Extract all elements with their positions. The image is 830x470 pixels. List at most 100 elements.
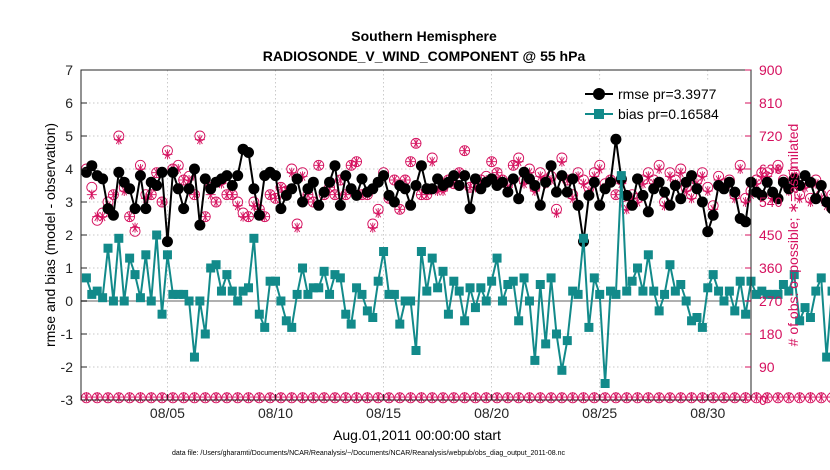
bias-point: [400, 296, 410, 306]
rmse-point: [496, 176, 508, 188]
obs-assimilated-point: [643, 171, 654, 182]
y-axis-label: rmse and bias (model - observation): [42, 123, 58, 347]
bias-point: [530, 355, 540, 365]
bias-point: [244, 283, 253, 293]
bias-point: [822, 352, 830, 362]
bias-point: [600, 379, 610, 388]
obs-assimilated-point: [200, 211, 211, 222]
rmse-point: [588, 176, 600, 188]
rmse-point: [696, 196, 708, 208]
rmse-point: [124, 183, 136, 195]
bias-point: [222, 270, 232, 280]
rmse-point: [756, 189, 768, 201]
bias-point: [184, 296, 194, 306]
rmse-point: [172, 183, 184, 195]
rmse-point: [642, 206, 654, 218]
rmse-point: [469, 173, 481, 185]
rmse-point: [113, 166, 125, 178]
bias-point: [211, 260, 221, 270]
bias-point: [654, 306, 664, 316]
rmse-point: [318, 186, 330, 198]
bias-point: [692, 313, 702, 322]
obs-bottom-assimilated: [827, 392, 830, 402]
rmse-point: [97, 173, 109, 185]
rmse-point: [561, 186, 573, 198]
bias-point: [314, 283, 324, 293]
bias-point: [805, 313, 815, 322]
y2-tick-label: 450: [759, 227, 783, 243]
obs-assimilated-point: [610, 189, 621, 200]
bias-point: [157, 309, 167, 319]
rmse-point: [324, 176, 336, 188]
axes: -3 -2 -1 0 1 2 3 4 5 6 7 0 90 180 270 360 450 540 630 720 81…: [61, 62, 783, 421]
obs-assimilated-point: [97, 211, 108, 222]
rmse-point: [691, 183, 703, 195]
rmse-point: [664, 199, 676, 211]
bias-point: [724, 286, 734, 296]
bias-point: [595, 289, 605, 299]
bias-point: [287, 322, 297, 332]
y2-tick-label: 270: [759, 293, 783, 309]
bias-point: [719, 296, 729, 306]
bias-point: [579, 233, 588, 243]
y2-tick-label: 900: [759, 62, 783, 78]
bias-point: [546, 273, 556, 283]
bias-point: [524, 296, 534, 306]
rmse-point: [426, 183, 438, 195]
bias-point: [335, 273, 345, 283]
rmse-point: [707, 209, 719, 221]
bias-point: [152, 230, 162, 240]
bias-point: [589, 273, 599, 283]
obs-assimilated-point: [551, 208, 562, 218]
rmse-point: [356, 173, 368, 185]
rmse-point: [740, 216, 752, 228]
obs-bottom-assimilated: [794, 392, 805, 403]
bias-point: [568, 286, 578, 296]
rmse-point: [329, 160, 341, 172]
rmse-point: [86, 160, 98, 172]
obs-assimilated-point: [664, 171, 675, 182]
bias-point: [233, 296, 243, 306]
y2-tick-label: 540: [759, 194, 783, 210]
bias-point: [114, 233, 124, 243]
obs-assimilated-point: [367, 222, 378, 233]
bias-point: [827, 286, 830, 296]
bias-point: [238, 286, 248, 296]
bias-point: [800, 303, 810, 313]
rmse-point: [821, 196, 830, 208]
rmse-point: [178, 203, 190, 215]
bias-point: [298, 263, 308, 273]
bias-point: [465, 283, 475, 293]
obs-possible-point: [826, 189, 830, 200]
rmse-point: [253, 209, 265, 221]
bias-point: [427, 253, 437, 263]
x-tick-label: 08/15: [366, 405, 401, 421]
bias-point: [681, 296, 691, 306]
rmse-point: [659, 186, 671, 198]
bias-point: [714, 286, 724, 296]
bias-point: [703, 283, 713, 293]
y2-axis-label: # of obs: o=possible; ∗=assimilated: [785, 124, 801, 347]
data-file-footnote: data file: /Users/gharamti/Documents/NCA…: [172, 450, 566, 457]
bias-point: [227, 286, 237, 296]
rmse-point: [729, 186, 741, 198]
bias-point: [179, 289, 189, 299]
rmse-point: [188, 163, 200, 175]
rmse-point: [621, 189, 633, 201]
bias-point: [438, 266, 448, 276]
rmse-point: [686, 170, 698, 182]
obs-assimilated-point: [486, 156, 497, 167]
bias-point: [757, 286, 767, 296]
bias-point: [362, 306, 372, 316]
bias-point: [443, 309, 453, 319]
bias-point: [514, 316, 524, 326]
rmse-point: [194, 219, 206, 231]
rmse-point: [540, 176, 552, 188]
bias-point: [357, 289, 367, 299]
bias-point: [492, 253, 502, 263]
bias-point: [816, 273, 826, 283]
bias-point: [216, 286, 226, 296]
obs-assimilated-point: [697, 171, 708, 182]
bias-point: [206, 263, 216, 273]
obs-bottom-assimilated: [751, 392, 762, 403]
